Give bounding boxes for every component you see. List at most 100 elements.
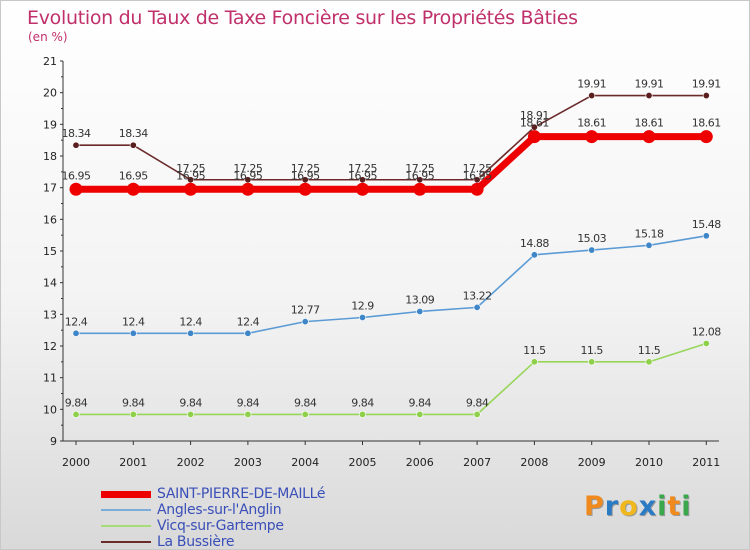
data-label: 14.88 — [520, 237, 549, 250]
y-tick-label: 14 — [43, 277, 57, 290]
x-tick-label: 2001 — [119, 456, 147, 469]
x-tick-label: 2006 — [406, 456, 434, 469]
data-label: 18.61 — [692, 117, 721, 130]
data-label: 16.95 — [62, 169, 91, 182]
data-label: 13.09 — [405, 293, 434, 306]
data-point — [244, 329, 252, 337]
legend-label: La Bussière — [157, 534, 235, 550]
y-tick-label: 20 — [43, 87, 57, 100]
data-label: 11.5 — [638, 344, 661, 357]
data-point — [473, 410, 481, 418]
data-label: 12.4 — [237, 315, 260, 328]
data-point — [530, 251, 538, 259]
data-point — [473, 303, 481, 311]
data-label: 17.25 — [291, 162, 320, 175]
data-label: 12.4 — [179, 315, 202, 328]
legend-item: Angles-sur-l'Anglin — [101, 502, 325, 518]
data-point — [416, 307, 424, 315]
data-point — [527, 130, 541, 144]
data-point — [72, 141, 80, 149]
data-point — [702, 92, 710, 100]
data-label: 11.5 — [580, 344, 603, 357]
x-tick-label: 2011 — [692, 456, 720, 469]
x-tick-label: 2000 — [62, 456, 90, 469]
y-tick-label: 19 — [43, 118, 57, 131]
data-label: 9.84 — [65, 396, 88, 409]
x-tick-label: 2003 — [234, 456, 262, 469]
chart-title: Evolution du Taux de Taxe Foncière sur l… — [27, 7, 578, 29]
y-tick-label: 12 — [43, 340, 57, 353]
data-point — [69, 182, 83, 196]
data-label: 12.9 — [351, 300, 374, 313]
data-point — [702, 339, 710, 347]
data-label: 16.95 — [119, 169, 148, 182]
data-point — [358, 410, 366, 418]
data-point — [184, 182, 198, 196]
data-point — [588, 358, 596, 366]
logo-letter: o — [619, 491, 639, 522]
series-line-0 — [76, 133, 707, 193]
data-label: 9.84 — [294, 396, 317, 409]
data-point — [413, 182, 427, 196]
data-label: 15.03 — [577, 232, 606, 245]
data-label: 9.84 — [237, 396, 260, 409]
logo-letter: i — [681, 491, 692, 522]
data-label: 17.25 — [348, 162, 377, 175]
data-point — [642, 130, 656, 144]
y-tick-label: 10 — [43, 403, 57, 416]
data-label: 15.18 — [635, 227, 664, 240]
series-line-2 — [76, 342, 707, 416]
y-tick-label: 15 — [43, 245, 57, 258]
x-tick-label: 2002 — [177, 456, 205, 469]
y-tick-label: 17 — [43, 182, 57, 195]
y-tick-label: 13 — [43, 308, 57, 321]
x-tick-label: 2010 — [635, 456, 663, 469]
data-point — [702, 232, 710, 240]
data-label: 11.5 — [523, 344, 546, 357]
data-label: 16.95 — [291, 169, 320, 182]
chart-unit: (en %) — [28, 30, 68, 44]
data-point — [416, 410, 424, 418]
data-point — [588, 92, 596, 100]
data-point — [187, 329, 195, 337]
legend-swatch — [101, 525, 151, 527]
data-point — [301, 318, 309, 326]
data-label: 19.91 — [577, 78, 606, 91]
data-point — [129, 410, 137, 418]
data-point — [129, 329, 137, 337]
data-label: 12.4 — [65, 315, 88, 328]
data-label: 9.84 — [351, 396, 374, 409]
legend-label: Angles-sur-l'Anglin — [157, 502, 282, 518]
legend: SAINT-PIERRE-DE-MAILLé Angles-sur-l'Angli… — [101, 486, 326, 550]
logo-letter: P — [584, 491, 605, 522]
y-tick-label: 9 — [50, 435, 57, 448]
data-point — [126, 182, 140, 196]
x-tick-label: 2007 — [463, 456, 491, 469]
x-tick-label: 2004 — [291, 456, 319, 469]
data-point — [129, 141, 137, 149]
logo-letter: x — [638, 491, 658, 522]
series-line-3 — [76, 94, 707, 181]
data-label: 13.22 — [463, 289, 492, 302]
data-label: 16.95 — [463, 169, 492, 182]
data-point — [645, 241, 653, 249]
data-label: 17.25 — [176, 162, 205, 175]
data-label: 9.84 — [179, 396, 202, 409]
data-point — [72, 329, 80, 337]
y-tick-label: 21 — [43, 55, 57, 68]
data-label: 16.95 — [405, 169, 434, 182]
legend-swatch — [101, 509, 151, 511]
legend-item: Vicq-sur-Gartempe — [101, 518, 325, 534]
data-label: 9.84 — [122, 396, 145, 409]
data-label: 18.34 — [119, 127, 148, 140]
data-point — [699, 130, 713, 144]
data-point — [645, 92, 653, 100]
data-label: 12.08 — [692, 325, 721, 338]
data-label: 9.84 — [409, 396, 432, 409]
data-label: 9.84 — [466, 396, 489, 409]
data-label: 18.61 — [635, 117, 664, 130]
series-line-1 — [76, 235, 707, 335]
data-label: 16.95 — [233, 169, 262, 182]
legend-swatch — [101, 541, 151, 543]
